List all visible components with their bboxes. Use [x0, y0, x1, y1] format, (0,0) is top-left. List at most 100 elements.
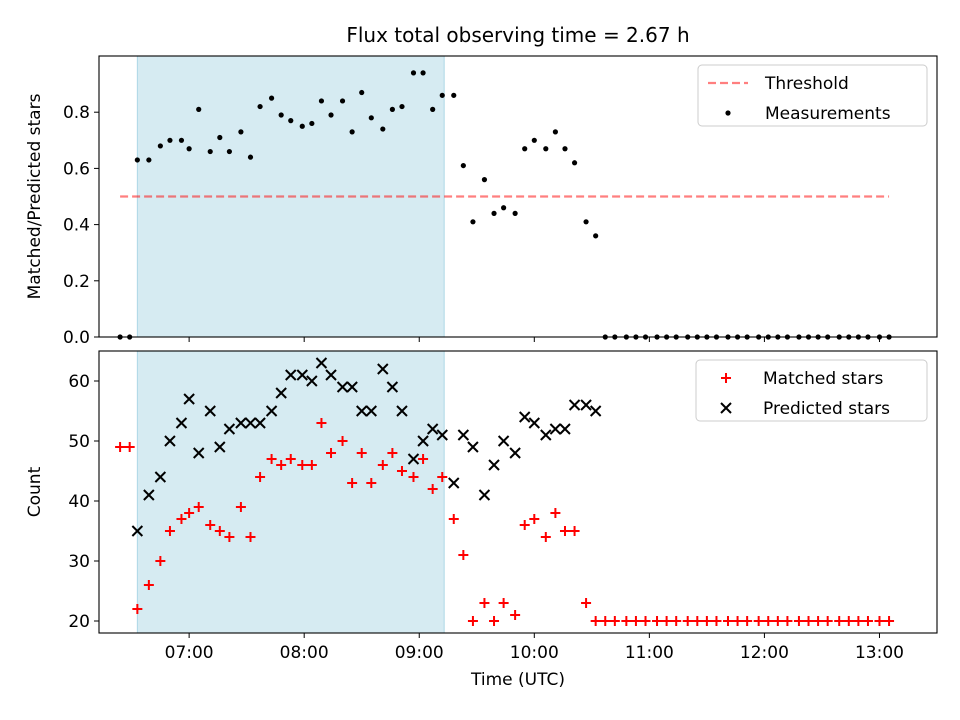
measurement-point [562, 146, 568, 152]
measurement-point [593, 233, 599, 239]
predicted-star-point [244, 417, 257, 429]
measurement-point [278, 112, 284, 118]
matched-star-point [205, 520, 216, 530]
measurement-point [543, 146, 549, 152]
matched-star-point [874, 616, 885, 626]
measurement-point [571, 160, 578, 166]
predicted-star-point [457, 429, 470, 441]
measurement-point [288, 118, 294, 124]
matched-star-point [347, 478, 358, 488]
matched-star-point [255, 472, 266, 482]
measurement-point [309, 120, 315, 127]
measurement-point [178, 137, 185, 143]
predicted-star-point [143, 489, 155, 501]
matched-star-point [326, 448, 337, 458]
predicted-star-point [265, 405, 278, 417]
matched-star-point [437, 472, 448, 482]
measurement-point [299, 123, 305, 129]
matched-star-point [387, 448, 398, 458]
bottom-ytick-label: 20 [68, 612, 90, 632]
matched-star-point [884, 616, 895, 626]
top-ytick-label: 0.8 [63, 103, 90, 123]
matched-star-point [701, 616, 712, 626]
bottom-series-matched-stars [115, 418, 895, 626]
predicted-star-point [488, 459, 500, 471]
measurement-point [501, 205, 507, 211]
measurement-point [491, 210, 497, 216]
matched-star-point [176, 514, 187, 524]
matched-star-point [498, 598, 509, 608]
measurement-point [552, 129, 558, 135]
predicted-star-point [426, 423, 439, 435]
measurement-point [257, 103, 263, 110]
xtick-label: 12:00 [740, 643, 789, 663]
measurement-point [146, 157, 152, 163]
predicted-star-point [519, 411, 531, 423]
matched-star-point [753, 616, 764, 626]
matched-star-point [458, 550, 469, 560]
matched-star-point [164, 526, 175, 536]
legend-label: Matched stars [763, 369, 883, 389]
top-ytick-label: 0.6 [63, 159, 90, 179]
measurement-point [420, 70, 426, 76]
xtick-label: 13:00 [855, 643, 904, 663]
matched-star-point [742, 616, 753, 626]
matched-star-point [115, 442, 126, 452]
matched-star-point [640, 616, 651, 626]
predicted-star-point [580, 399, 592, 411]
matched-star-point [418, 454, 429, 464]
matched-star-point [722, 616, 733, 626]
matched-star-point [652, 616, 663, 626]
measurement-point [217, 134, 223, 141]
matched-star-point [559, 526, 570, 536]
predicted-star-point [448, 477, 460, 489]
bottom-axes-frame [98, 350, 938, 634]
predicted-star-point [377, 363, 389, 375]
predicted-star-point [275, 387, 287, 399]
legend-box [697, 64, 928, 127]
matched-star-point [479, 598, 490, 608]
predicted-star-point [154, 471, 167, 483]
matched-star-point [467, 616, 478, 626]
predicted-star-point [478, 489, 491, 501]
predicted-star-point [306, 375, 318, 387]
measurement-point [368, 115, 374, 121]
predicted-star-point [175, 417, 188, 429]
matched-star-point [184, 508, 195, 518]
measurement-point [399, 103, 405, 110]
predicted-star-point [436, 429, 448, 441]
measurement-point [349, 129, 355, 135]
predicted-star-point [204, 405, 216, 417]
predicted-star-point [528, 417, 541, 429]
matched-star-point [782, 616, 793, 626]
predicted-star-point [417, 435, 429, 447]
matched-star-point [711, 616, 722, 626]
xtick-label: 07:00 [165, 643, 214, 663]
matched-star-point [132, 604, 143, 614]
matched-star-point [732, 616, 743, 626]
matched-star-point [853, 616, 864, 626]
xtick-label: 11:00 [625, 643, 674, 663]
matched-star-point [337, 436, 348, 446]
matched-star-point [822, 616, 833, 626]
predicted-star-point [589, 405, 602, 417]
legend-measurement-swatch [725, 110, 731, 116]
measurement-point [583, 219, 589, 225]
matched-star-point [621, 616, 632, 626]
measurement-point [389, 106, 395, 112]
matched-star-point [214, 526, 225, 536]
predicted-star-point [407, 453, 420, 465]
predicted-star-point [296, 369, 308, 381]
legend-label: Threshold [764, 74, 849, 94]
matched-star-point [763, 616, 774, 626]
measurement-point [157, 143, 163, 149]
matched-star-point [609, 616, 620, 626]
measurement-point [328, 112, 334, 118]
matched-star-point [316, 418, 327, 428]
matched-star-point [793, 616, 804, 626]
predicted-star-point [549, 423, 562, 435]
top-panel: 0.0 0.2 0.4 0.6 0.8 Matched/Predicted stars Th… [25, 55, 938, 348]
matched-star-point [661, 616, 672, 626]
matched-star-point [235, 502, 246, 512]
bottom-legend: Matched stars Predicted stars [695, 359, 928, 422]
